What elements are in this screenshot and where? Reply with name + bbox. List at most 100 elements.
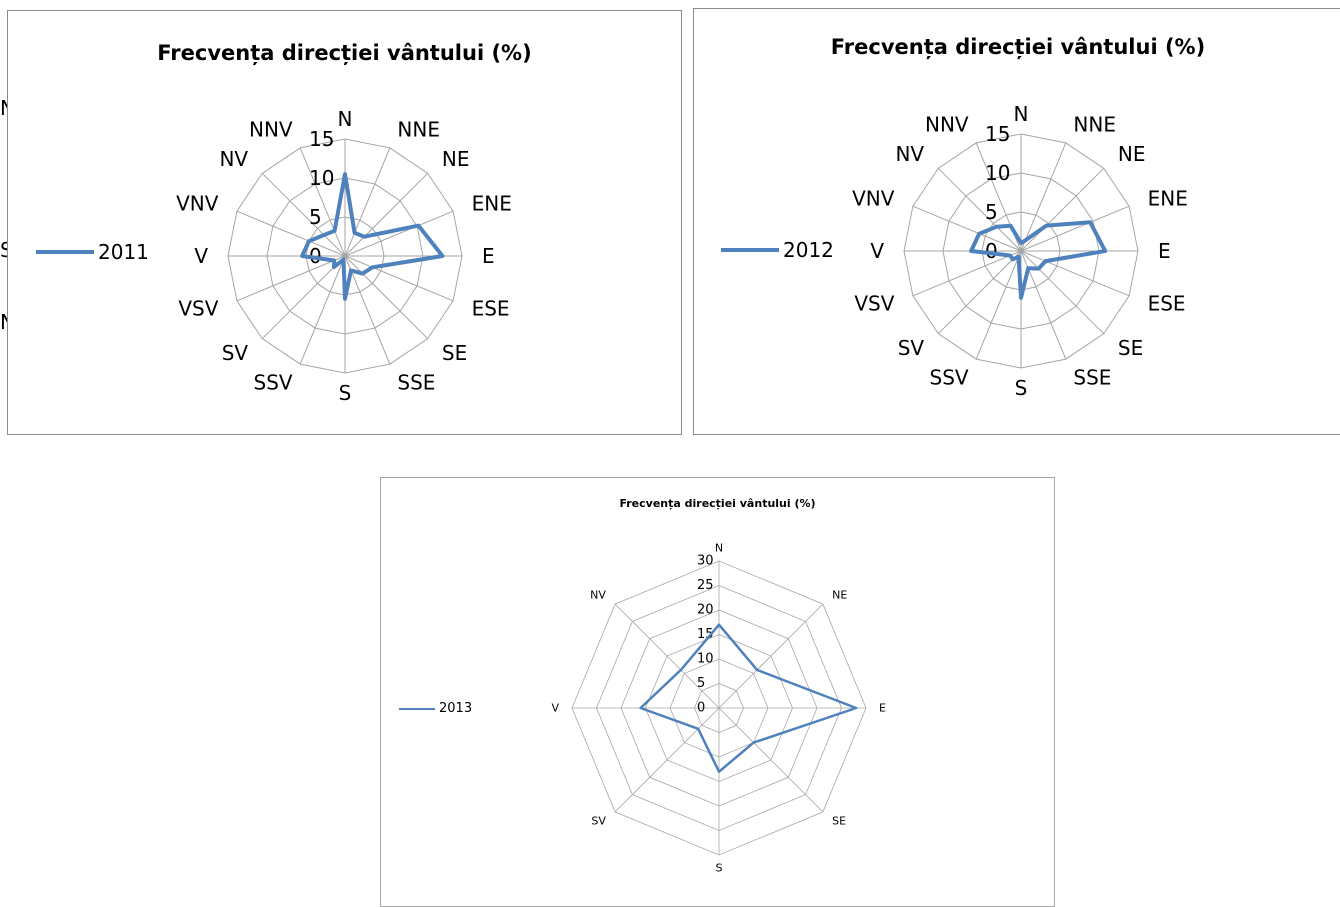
grid-spoke <box>937 250 1022 335</box>
legend-line-marker <box>399 707 435 710</box>
grid-spoke <box>1020 205 1130 252</box>
legend-line-marker <box>721 248 779 252</box>
category-label: SV <box>591 815 606 828</box>
radial-tick-label: 25 <box>697 578 714 593</box>
grid-spoke <box>912 250 1022 297</box>
grid-spoke <box>261 255 346 340</box>
category-label: SSE <box>1073 366 1111 390</box>
radar-chart: N NE E SE S SV V NV 0 5 10 15 20 25 30 <box>551 542 886 875</box>
category-label: V <box>551 702 559 715</box>
category-label: V <box>870 239 884 263</box>
legend-label: 2013 <box>439 701 473 716</box>
radial-tick-label: 15 <box>697 627 714 642</box>
radial-tick-label: 5 <box>309 205 322 229</box>
grid-spoke <box>1020 250 1130 297</box>
category-label: SSV <box>930 366 969 390</box>
series-line-2013 <box>639 623 858 773</box>
series-line-2012 <box>969 220 1108 300</box>
category-label: E <box>482 244 495 268</box>
grid-spoke <box>344 210 454 257</box>
radial-tick-label: 5 <box>985 200 998 224</box>
category-label: VSV <box>178 296 218 320</box>
category-label: VNV <box>176 192 219 216</box>
category-label: SSE <box>397 371 435 395</box>
grid-spoke <box>344 147 391 257</box>
grid-spoke <box>718 603 824 709</box>
grid-spoke <box>1020 250 1105 335</box>
grid-spoke <box>236 255 346 302</box>
grid-spoke <box>344 255 391 365</box>
grid-spoke <box>614 603 720 709</box>
category-label: NE <box>832 588 847 601</box>
category-label: ENE <box>472 192 512 216</box>
legend-label: 2011 <box>98 240 149 264</box>
radial-tick-label: 5 <box>697 676 705 691</box>
category-label: N <box>715 542 723 555</box>
grid-spoke <box>261 172 346 257</box>
category-label: SE <box>442 341 467 365</box>
category-label: S <box>716 862 723 875</box>
category-label: ESE <box>1148 291 1186 315</box>
chart-title: Frecvența direcției vântului (%) <box>619 497 816 510</box>
category-label: NV <box>219 147 248 171</box>
category-label: ESE <box>472 296 510 320</box>
category-label: SSV <box>254 371 293 395</box>
legend: 2013 <box>399 701 472 716</box>
radial-tick-label: 10 <box>309 166 334 190</box>
category-label: NNE <box>397 117 440 141</box>
grid-spoke <box>614 707 720 813</box>
category-label: SV <box>898 336 925 360</box>
category-label: NV <box>590 588 606 601</box>
grid-spoke <box>1020 167 1105 252</box>
grid-spoke <box>1020 142 1067 252</box>
series-line-2011 <box>300 172 445 301</box>
grid-spoke <box>718 707 824 813</box>
radial-tick-label: 15 <box>309 127 334 151</box>
legend: 2012 <box>721 238 834 262</box>
category-label: NV <box>895 142 924 166</box>
category-label: NNV <box>249 117 293 141</box>
grid-spoke <box>344 172 429 257</box>
grid-spoke <box>975 250 1022 360</box>
legend-label: 2012 <box>783 238 834 262</box>
category-label: SE <box>1118 336 1143 360</box>
category-label: SE <box>832 815 846 828</box>
grid-spoke <box>937 167 1022 252</box>
radar-chart: N NNENEENEEESESESSESSSVSVVSVVVNVNVNNV0510… <box>176 107 512 405</box>
category-label: ENE <box>1148 187 1188 211</box>
grid-spoke <box>299 255 346 365</box>
radial-tick-label: 0 <box>985 239 998 263</box>
radial-tick-label: 0 <box>697 701 705 716</box>
legend-line-marker <box>36 250 94 254</box>
radial-tick-label: 10 <box>985 161 1010 185</box>
category-label: S <box>1015 376 1028 400</box>
chart-title: Frecvența direcției vântului (%) <box>830 35 1206 59</box>
category-label: S <box>339 381 352 405</box>
category-label: NNV <box>925 112 969 136</box>
category-label: NE <box>1118 142 1146 166</box>
grid-spoke <box>912 205 1022 252</box>
category-label: N <box>1014 102 1029 126</box>
grid-spoke <box>236 210 346 257</box>
radial-tick-label: 10 <box>697 652 714 667</box>
radial-tick-label: 15 <box>985 122 1010 146</box>
category-label: E <box>879 702 886 715</box>
category-label: SV <box>222 341 249 365</box>
category-label: NNE <box>1073 112 1116 136</box>
category-label: VSV <box>854 291 894 315</box>
radial-tick-label: 30 <box>697 554 714 569</box>
category-label: V <box>194 244 208 268</box>
grid-spoke <box>344 255 454 302</box>
radial-tick-label: 20 <box>697 603 714 618</box>
legend: 2011 <box>36 240 149 264</box>
category-label: NE <box>442 147 470 171</box>
grid-spoke <box>299 147 346 257</box>
category-label: VNV <box>852 187 895 211</box>
grid-spoke <box>344 255 429 340</box>
chart-title: Frecvența direcției vântului (%) <box>157 41 532 65</box>
category-label: E <box>1158 239 1171 263</box>
